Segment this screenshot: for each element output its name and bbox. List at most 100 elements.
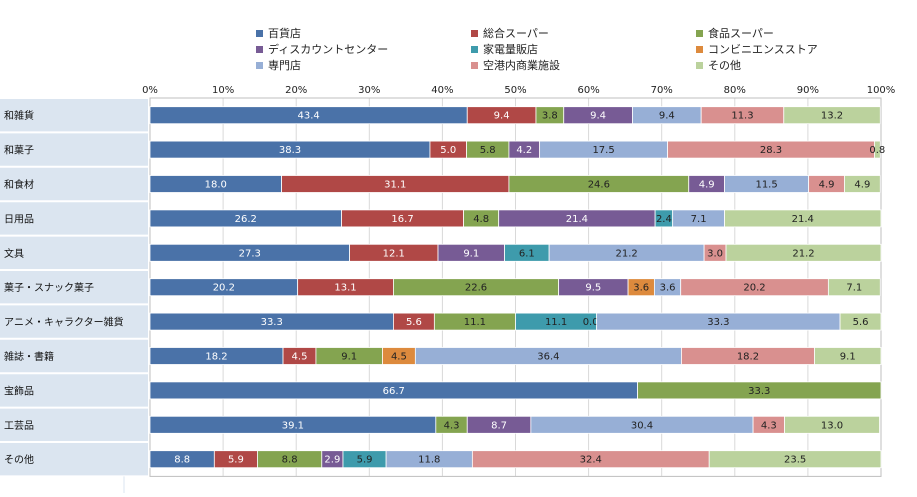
data-label: 18.2 [737,352,759,363]
category-label: 工芸品 [4,419,34,432]
bar-segment [839,312,882,331]
data-label: 5.0 [440,145,456,156]
bar-segment [637,381,882,400]
data-label: 3.6 [660,283,676,294]
data-label: 13.0 [821,420,843,431]
legend-swatch [696,45,703,53]
data-label: 32.4 [580,455,602,466]
data-label: 39.1 [282,420,304,431]
legend-swatch [256,45,263,53]
data-label: 43.4 [297,111,319,122]
data-label: 5.9 [228,455,244,466]
category-label: 文具 [4,247,24,260]
legend-item: その他 [696,58,741,72]
bar-segment [708,450,882,469]
data-label: 31.1 [384,180,406,191]
data-label: 4.3 [761,420,777,431]
legend-label: 専門店 [268,59,301,72]
data-label: 9.4 [590,111,606,122]
legend-label: 空港内商業施設 [483,59,560,72]
data-label: 12.1 [383,248,405,259]
data-label: 4.5 [391,352,407,363]
bar-segment [724,209,882,228]
data-label: 5.9 [357,455,373,466]
bar-segment [725,243,882,262]
data-label: 4.2 [516,145,532,156]
data-label: 8.8 [174,455,190,466]
data-label: 33.3 [707,317,729,328]
legend-label: ディスカウントセンター [268,43,389,56]
data-label: 28.3 [760,145,782,156]
data-label: 11.1 [464,317,486,328]
x-tick-label: 60% [577,85,599,96]
x-tick-label: 0% [142,85,158,96]
data-label: 4.3 [444,420,460,431]
bar-segment [814,347,882,365]
category-label: 和食材 [4,178,34,191]
data-label: 5.6 [853,317,869,328]
data-label: 21.2 [792,248,814,259]
legend-item: 百貨店 [256,26,301,40]
x-tick-label: 10% [212,85,234,96]
data-label: 5.6 [406,317,422,328]
legend-swatch [696,29,703,37]
data-label: 4.9 [819,180,835,191]
legend-swatch [471,45,478,53]
data-label: 21.4 [792,214,814,225]
legend-item: コンビニエンスストア [696,42,818,56]
data-label: 24.6 [588,180,610,191]
data-label: 7.1 [846,283,862,294]
data-label: 66.7 [383,386,405,397]
category-panel [0,98,148,477]
x-tick-label: 50% [504,85,526,96]
data-label: 9.4 [659,111,675,122]
data-label: 9.5 [585,283,601,294]
x-tick-label: 20% [285,85,307,96]
data-label: 8.8 [282,455,298,466]
category-label: その他 [4,453,34,466]
data-label: 6.1 [519,248,535,259]
category-label: 和菓子 [4,145,34,157]
data-label: 38.3 [279,145,301,156]
legend-item: 食品スーパー [696,26,774,40]
data-label: 18.0 [205,180,227,191]
category-label: 宝飾品 [4,384,34,397]
category-label: 和雑貨 [4,109,34,122]
legend-swatch [471,61,478,69]
data-label: 36.4 [537,352,559,363]
data-label: 18.2 [205,352,227,363]
data-label: 33.3 [261,317,283,328]
data-label: 4.9 [854,180,870,191]
data-label: 27.3 [239,248,261,259]
data-label: 11.8 [418,455,440,466]
legend-swatch [471,29,478,37]
data-label: 2.9 [324,455,340,466]
data-label: 17.5 [592,145,614,156]
data-label: 21.2 [615,248,637,259]
x-tick-label: 100% [867,85,896,96]
legend-swatch [256,61,263,69]
data-label: 13.1 [334,283,356,294]
legend-item: 家電量販店 [471,42,538,56]
legend-item: 総合スーパー [471,26,549,40]
data-label: 7.1 [691,214,707,225]
data-label: 4.9 [699,180,715,191]
legend-label: 百貨店 [268,27,301,40]
data-label: 8.7 [491,420,507,431]
x-tick-label: 30% [358,85,380,96]
data-label: 9.4 [494,111,510,122]
bar-segment [784,415,880,434]
legend-item: 空港内商業施設 [471,58,560,72]
category-label: 雑誌・書籍 [4,350,54,363]
bar-segment [827,278,881,297]
bar-segment [844,175,881,193]
category-label: 菓子・スナック菓子 [4,282,94,294]
data-label: 0.8 [869,145,885,156]
data-label: 33.3 [748,386,770,397]
data-label: 11.1 [545,317,567,328]
legend-label: 家電量販店 [483,43,538,56]
legend-label: コンビニエンスストア [708,43,818,56]
x-tick-label: 70% [651,85,673,96]
